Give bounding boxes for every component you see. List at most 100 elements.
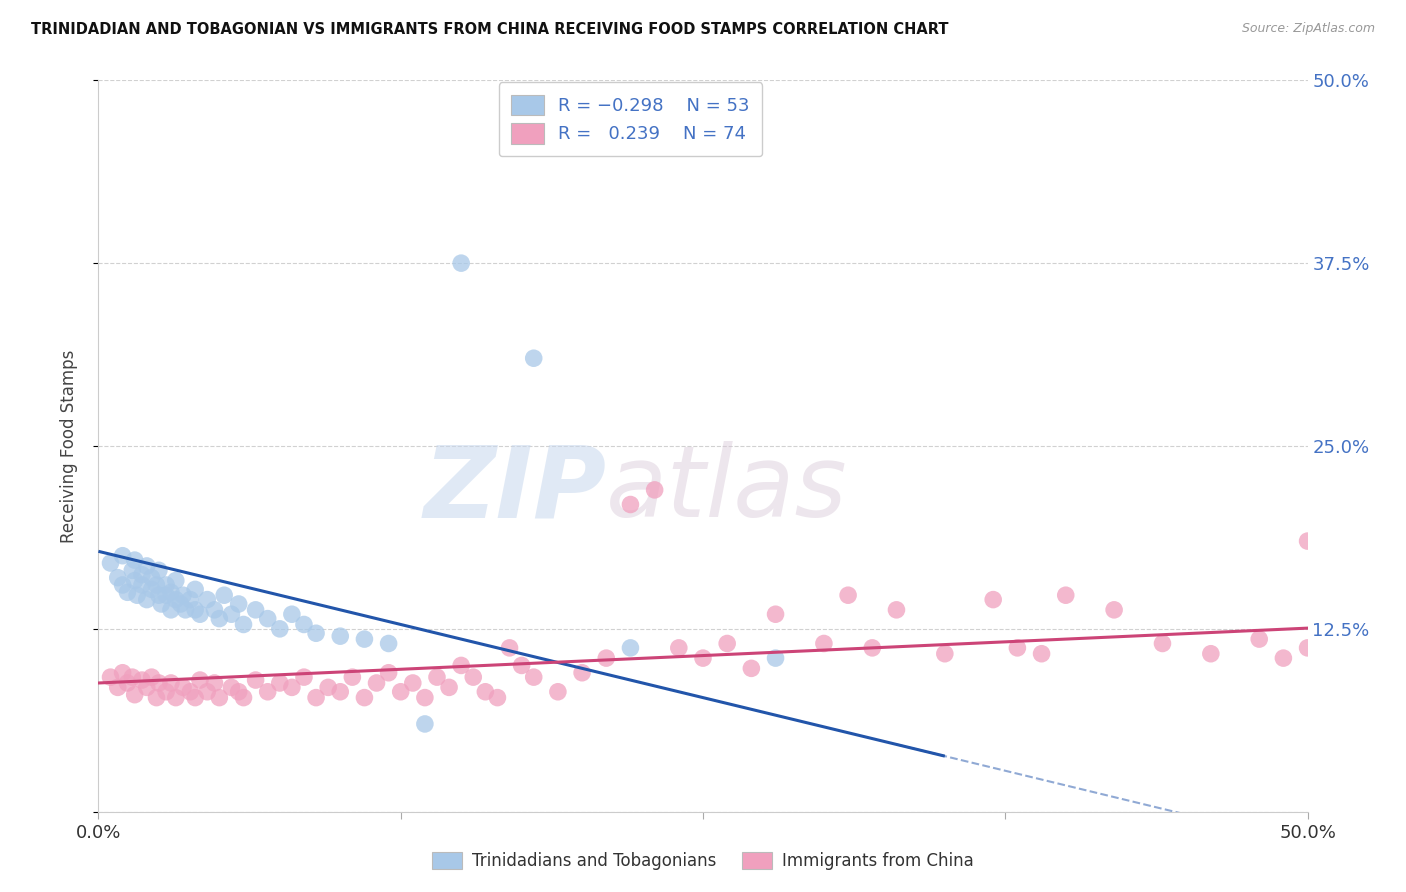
Point xyxy=(160,603,183,617)
Point xyxy=(228,597,250,611)
Point xyxy=(107,681,129,695)
Point xyxy=(886,603,908,617)
Point xyxy=(413,690,436,705)
Point xyxy=(269,622,291,636)
Point xyxy=(281,681,304,695)
Point xyxy=(716,636,738,650)
Point xyxy=(305,690,328,705)
Point xyxy=(292,670,315,684)
Point xyxy=(437,681,460,695)
Point xyxy=(172,588,194,602)
Point xyxy=(934,647,956,661)
Point xyxy=(474,685,496,699)
Point xyxy=(245,603,267,617)
Point xyxy=(160,585,183,599)
Point xyxy=(195,592,218,607)
Legend: R = −0.298    N = 53, R =   0.239    N = 74: R = −0.298 N = 53, R = 0.239 N = 74 xyxy=(499,82,762,156)
Point xyxy=(145,690,167,705)
Point xyxy=(121,670,143,684)
Point xyxy=(204,603,226,617)
Point xyxy=(179,685,201,699)
Point xyxy=(619,498,641,512)
Point xyxy=(165,574,187,588)
Point xyxy=(1031,647,1053,661)
Point xyxy=(860,640,883,655)
Point xyxy=(135,681,157,695)
Point xyxy=(377,665,399,680)
Point xyxy=(212,588,235,602)
Point xyxy=(141,670,163,684)
Point xyxy=(131,578,153,592)
Point xyxy=(204,676,226,690)
Point xyxy=(329,629,352,643)
Text: TRINIDADIAN AND TOBAGONIAN VS IMMIGRANTS FROM CHINA RECEIVING FOOD STAMPS CORREL: TRINIDADIAN AND TOBAGONIAN VS IMMIGRANTS… xyxy=(31,22,949,37)
Point xyxy=(145,578,167,592)
Point xyxy=(208,612,231,626)
Point xyxy=(981,592,1004,607)
Point xyxy=(232,617,254,632)
Point xyxy=(121,563,143,577)
Point xyxy=(100,670,122,684)
Legend: Trinidadians and Tobagonians, Immigrants from China: Trinidadians and Tobagonians, Immigrants… xyxy=(426,845,980,877)
Point xyxy=(141,582,163,597)
Point xyxy=(402,676,425,690)
Point xyxy=(547,685,569,699)
Point xyxy=(184,582,207,597)
Point xyxy=(256,612,278,626)
Point xyxy=(150,597,173,611)
Point xyxy=(124,553,146,567)
Point xyxy=(765,607,787,622)
Point xyxy=(148,588,170,602)
Point xyxy=(813,636,835,650)
Point xyxy=(124,574,146,588)
Point xyxy=(486,690,509,705)
Point xyxy=(228,685,250,699)
Point xyxy=(1054,588,1077,602)
Point xyxy=(571,665,593,680)
Point xyxy=(131,673,153,687)
Point xyxy=(155,578,177,592)
Point xyxy=(1152,636,1174,650)
Point xyxy=(232,690,254,705)
Point xyxy=(195,685,218,699)
Y-axis label: Receiving Food Stamps: Receiving Food Stamps xyxy=(59,350,77,542)
Point xyxy=(155,588,177,602)
Point xyxy=(292,617,315,632)
Point xyxy=(619,640,641,655)
Point xyxy=(148,676,170,690)
Point xyxy=(305,626,328,640)
Point xyxy=(281,607,304,622)
Point xyxy=(1102,603,1125,617)
Point xyxy=(329,685,352,699)
Point xyxy=(179,592,201,607)
Point xyxy=(111,665,134,680)
Point xyxy=(111,578,134,592)
Point xyxy=(316,681,339,695)
Point xyxy=(172,681,194,695)
Point xyxy=(595,651,617,665)
Point xyxy=(463,670,485,684)
Point xyxy=(413,717,436,731)
Point xyxy=(124,688,146,702)
Point xyxy=(1296,534,1319,549)
Point xyxy=(174,603,197,617)
Point xyxy=(100,556,122,570)
Point xyxy=(1249,632,1271,646)
Point xyxy=(692,651,714,665)
Point xyxy=(245,673,267,687)
Point xyxy=(510,658,533,673)
Point xyxy=(450,658,472,673)
Point xyxy=(155,685,177,699)
Point xyxy=(221,681,243,695)
Point xyxy=(141,571,163,585)
Point xyxy=(353,632,375,646)
Point xyxy=(127,588,149,602)
Point xyxy=(107,571,129,585)
Point xyxy=(269,676,291,690)
Point xyxy=(117,585,139,599)
Point xyxy=(342,670,364,684)
Point xyxy=(160,676,183,690)
Point xyxy=(165,690,187,705)
Point xyxy=(111,549,134,563)
Point xyxy=(208,690,231,705)
